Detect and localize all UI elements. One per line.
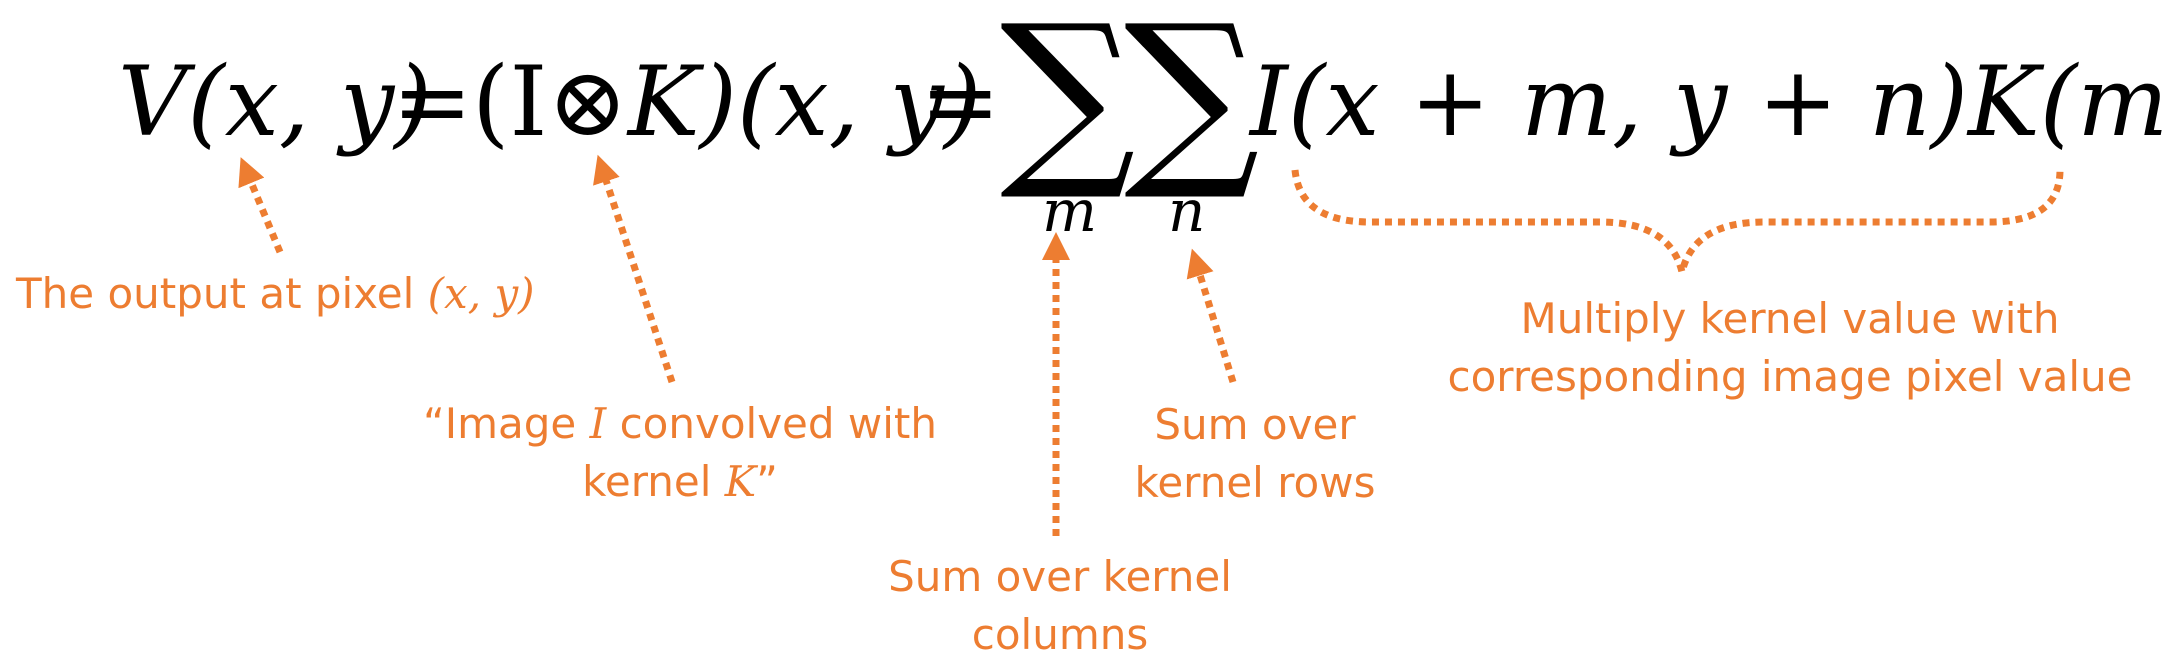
sum-over-n-index: n — [1168, 177, 1206, 245]
annotation-output-text: The output at pixel — [16, 269, 415, 318]
equation-summand: I(x + m, y + n)K(m, n) — [1250, 54, 2165, 150]
annotation-convolved-math-k: K — [724, 457, 757, 506]
sum-over-m-index: m — [1042, 177, 1097, 245]
annotation-output: The output at pixel (x, y) — [16, 265, 535, 323]
annotation-convolved-text-b: convolved with — [619, 399, 938, 448]
arrow-sum-rows — [1186, 248, 1237, 384]
annotation-multiply-line1: Multiply kernel value with — [1520, 294, 2060, 343]
equation-summand-text: I(x + m, y + n)K(m, n) — [1250, 46, 2165, 158]
annotation-convolved: “Image I convolved with kernel K” — [380, 395, 980, 511]
annotation-sum-columns-line2: columns — [971, 610, 1149, 659]
convolution-image-symbol: I — [509, 46, 548, 158]
equation-equals-2: = — [920, 46, 1001, 158]
annotation-sum-columns: Sum over kernel columns — [840, 548, 1280, 664]
brace-summand — [1291, 169, 2064, 273]
equation-equals-1: = — [392, 46, 473, 158]
convolution-open-paren: ( — [472, 46, 510, 158]
annotation-sum-rows: Sum over kernel rows — [1080, 396, 1430, 512]
annotation-output-math: (x, y) — [427, 269, 535, 318]
annotation-convolved-math-i: I — [589, 399, 607, 448]
sum-over-n-symbol: ∑ — [1124, 0, 1260, 205]
annotation-convolved-line1: “Image I convolved with — [380, 395, 980, 453]
annotation-convolved-text-c: kernel — [582, 457, 712, 506]
arrow-output — [238, 157, 284, 254]
arrow-convolved — [593, 154, 676, 384]
annotation-sum-rows-line2: kernel rows — [1134, 458, 1376, 507]
convolution-args: )(x, y) — [699, 46, 982, 158]
annotation-multiply-line2: corresponding image pixel value — [1447, 352, 2133, 401]
convolution-kernel-symbol: K — [627, 46, 700, 158]
convolution-operator: ⊗ — [547, 46, 628, 158]
annotation-convolved-text-d: ” — [756, 457, 778, 506]
annotation-sum-rows-line1: Sum over — [1154, 400, 1356, 449]
equation-lhs-text: V(x, y) — [118, 46, 432, 158]
equation-convolution: (I⊗K)(x, y) — [472, 54, 981, 150]
sum-over-m-symbol: ∑ — [1000, 0, 1136, 205]
annotation-convolved-line2: kernel K” — [380, 453, 980, 511]
equation-lhs: V(x, y) — [118, 54, 432, 150]
annotation-convolved-text-a: “Image — [422, 399, 577, 448]
annotation-sum-columns-line1: Sum over kernel — [888, 552, 1232, 601]
annotation-multiply: Multiply kernel value with corresponding… — [1420, 290, 2160, 406]
